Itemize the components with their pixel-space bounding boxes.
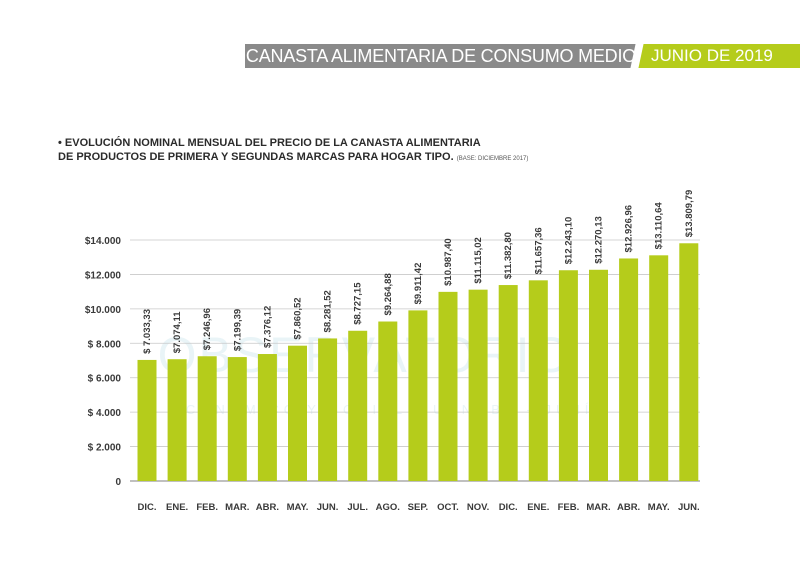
bar [197,356,217,481]
bar [438,291,458,481]
header-title: CANASTA ALIMENTARIA DE CONSUMO MEDIO [245,44,637,68]
bar-value-label: $7.074,11 [172,311,183,353]
bar [378,321,398,481]
bar-value-label: $7.860,52 [293,297,304,339]
bar-value-label: $7.246,96 [202,308,213,350]
x-tick-label: ABR. [617,502,640,513]
x-tick-label: JUN. [317,502,339,513]
bar-value-label: $8.281,52 [323,290,334,332]
bar [528,280,548,481]
bar [679,243,699,481]
bar-value-label: $11.657,36 [533,227,544,274]
bar-value-label: $13.110,64 [654,202,665,250]
bar [498,285,518,481]
bar [408,310,428,481]
bar-value-label: $10.987,40 [443,238,454,286]
bar [468,289,488,481]
x-tick-label: JUL. [347,502,368,513]
description-line-2: DE PRODUCTOS DE PRIMERA Y SEGUNDAS MARCA… [58,151,454,163]
bar-value-label: $9.911,42 [413,263,424,305]
x-tick-label: ABR. [256,502,279,513]
x-tick-label: DIC. [138,502,157,513]
bar-value-label: $7.376,12 [262,306,273,348]
bar-value-label: $12.926,96 [624,205,635,253]
x-tick-label: MAY. [648,502,670,513]
bar-value-label: $11.115,02 [473,237,484,283]
bar [137,359,157,481]
x-tick-label: SEP. [408,502,428,513]
x-tick-label: MAR. [225,502,249,513]
header-banner: CANASTA ALIMENTARIA DE CONSUMO MEDIO JUN… [245,44,800,68]
x-tick-label: DIC. [499,502,518,513]
header-date-tag: JUNIO DE 2019 [637,44,800,68]
bar [558,270,578,481]
bar [288,345,307,481]
x-tick-label: OCT. [437,502,459,513]
bar-value-label: $7.199,39 [232,309,243,351]
bar [649,255,669,481]
x-tick-label: FEB. [558,502,580,513]
y-tick-label: $12.000 [85,270,122,281]
y-tick-label: $14.000 [85,236,122,247]
bar [318,338,338,481]
bar-value-label: $ 7.033,33 [142,309,153,354]
bar [619,258,639,481]
x-tick-label: MAY. [287,502,309,513]
x-tick-label: ENE. [527,502,549,513]
bar [257,354,277,481]
x-tick-label: AGO. [376,502,400,513]
bar-value-label: $8.727,15 [353,282,364,325]
x-tick-label: MAR. [586,502,610,513]
bar-value-label: $13.809,79 [684,190,695,238]
y-tick-label: $ 6.000 [88,374,122,385]
chart-description: • EVOLUCIÓN NOMINAL MENSUAL DEL PRECIO D… [58,136,528,166]
bar [348,330,368,481]
y-tick-label: $ 2.000 [88,443,122,454]
y-tick-label: $10.000 [85,305,122,316]
y-tick-label: $ 4.000 [88,408,122,419]
x-tick-label: ENE. [166,502,188,513]
x-tick-label: JUN. [678,502,700,513]
x-tick-label: FEB. [196,502,218,513]
bar-value-label: $11.382,80 [503,232,514,279]
bar-value-label: $12.243,10 [563,217,574,265]
description-base-note: (BASE: DICIEMBRE 2017) [456,156,529,162]
bar [167,359,187,481]
bar [227,357,247,481]
bar-value-label: $12.270,13 [594,216,605,264]
x-tick-label: NOV. [467,502,489,513]
bar-value-label: $9.264,88 [383,273,394,315]
bar [589,269,608,481]
y-tick-label: $ 8.000 [88,339,122,350]
y-tick-label: 0 [115,477,121,488]
description-line-1: • EVOLUCIÓN NOMINAL MENSUAL DEL PRECIO D… [58,137,481,149]
